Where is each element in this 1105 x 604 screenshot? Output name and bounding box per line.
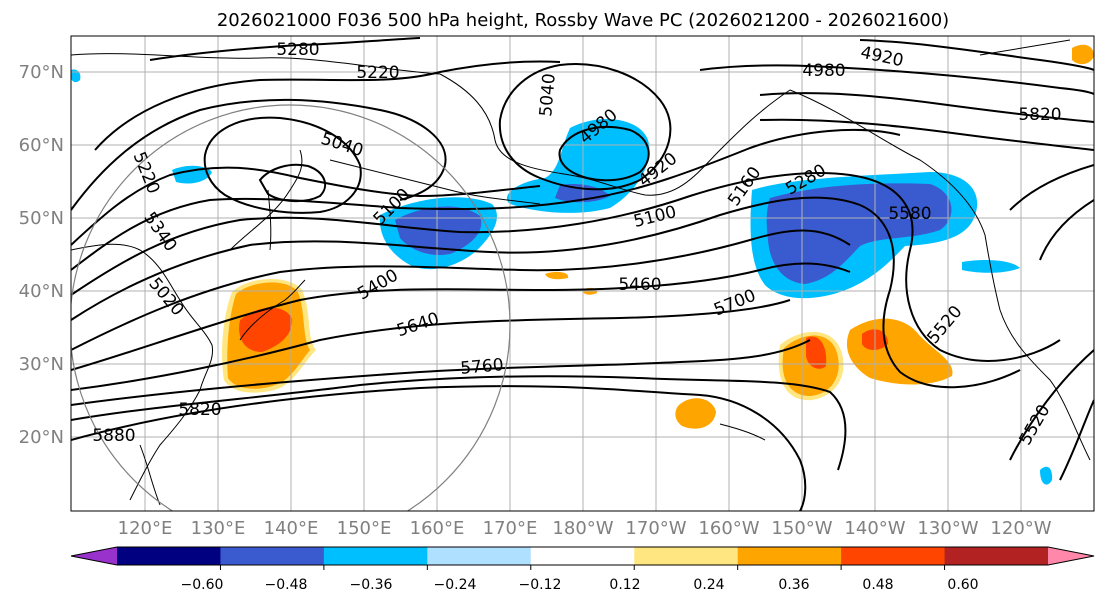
colorbar-tick-label: 0.48 [862, 577, 893, 593]
colorbar-tick-labels: −0.60 −0.48 −0.36 −0.24 −0.12 0.12 0.24 … [181, 577, 979, 593]
contour-label: 5280 [276, 40, 319, 60]
coast-japan [239, 279, 306, 341]
colorbar-tick-label: 0.60 [947, 577, 978, 593]
map-frame [70, 35, 1095, 512]
coast-hawaii [719, 423, 766, 441]
lon-label: 170°W [625, 518, 686, 539]
colorbar-segment [530, 547, 635, 565]
positive-anomaly-pac-3 [675, 398, 716, 429]
coastlines [71, 39, 1091, 506]
lon-label: 140°W [844, 518, 905, 539]
colorbar-segment [427, 547, 532, 565]
colorbar-outline [70, 546, 1095, 566]
map-area: 5280 5220 5040 4980 4920 4980 5040 4920 … [71, 36, 1094, 511]
negative-anomaly-east-core [766, 183, 952, 284]
lat-label: 50°N [19, 208, 64, 229]
coast-philippines [139, 444, 161, 506]
colorbar-segments [71, 547, 1094, 565]
contour-label: 5220 [356, 63, 399, 83]
coast-arctic [71, 53, 441, 75]
negative-anomaly-small-3 [1040, 466, 1053, 485]
negative-anomaly-gulf [506, 118, 650, 213]
lon-label: 140°E [264, 518, 319, 539]
lon-label: 170°E [483, 518, 538, 539]
positive-anomaly-dot-1 [545, 271, 569, 280]
height-contours [71, 37, 1094, 511]
contour-label: 5760 [460, 355, 505, 379]
colorbar-extend-low [71, 547, 117, 565]
latitude-labels: 20°N 30°N 40°N 50°N 60°N 70°N [19, 62, 64, 448]
positive-anomaly-arctic [1072, 44, 1094, 65]
colorbar-tick-label: −0.12 [519, 577, 562, 593]
contour-label: 5820 [178, 400, 221, 420]
colorbar-ticks [219, 565, 946, 570]
contour-label: 5460 [618, 275, 661, 295]
positive-anomaly-pac-1-core [806, 336, 827, 369]
coast-asia [71, 243, 214, 501]
lat-label: 60°N [19, 135, 64, 156]
lon-label: 150°W [771, 518, 832, 539]
colorbar-tick-label: 0.36 [778, 577, 809, 593]
contour-label: 4980 [802, 61, 845, 81]
colorbar: −0.60 −0.48 −0.36 −0.24 −0.12 0.12 0.24 … [70, 546, 1095, 593]
highlight-circle [71, 104, 511, 511]
lon-label: 120°W [990, 518, 1051, 539]
colorbar-segment [117, 547, 221, 565]
colorbar-tick-label: −0.60 [181, 577, 224, 593]
colorbar-segment [323, 547, 428, 565]
contour-label: 5040 [536, 73, 560, 118]
lat-label: 20°N [19, 427, 64, 448]
colorbar-segment [737, 547, 842, 565]
colorbar-tick-label: −0.24 [434, 577, 477, 593]
coast-aleutians [329, 159, 541, 205]
colorbar-tick-label: −0.48 [265, 577, 308, 593]
lat-label: 30°N [19, 354, 64, 375]
contour-label: 5580 [888, 204, 931, 224]
colorbar-segment [634, 547, 739, 565]
contour-label: 5880 [92, 426, 135, 446]
colorbar-segment [944, 547, 1049, 565]
lon-label: 130°W [917, 518, 978, 539]
coast-alaska [439, 73, 791, 196]
figure-title: 2026021000 F036 500 hPa height, Rossby W… [217, 10, 949, 31]
coast-kamchatka [229, 149, 303, 251]
coast-north-america [789, 89, 1091, 461]
lon-label: 160°W [698, 518, 759, 539]
colorbar-segment [220, 547, 325, 565]
lat-label: 40°N [19, 281, 64, 302]
lat-label: 70°N [19, 62, 64, 83]
negative-anomaly-small-4 [71, 69, 81, 83]
colorbar-tick-label: −0.36 [350, 577, 393, 593]
lon-label: 180°W [552, 518, 613, 539]
colorbar-tick-label: 0.24 [693, 577, 724, 593]
colorbar-segment [841, 547, 946, 565]
negative-anomaly-small-1 [172, 165, 212, 184]
graticule [71, 36, 1094, 511]
colorbar-extend-high [1048, 547, 1094, 565]
positive-anomaly-japan-core [239, 307, 293, 352]
lon-label: 160°E [410, 518, 465, 539]
contour-label: 5820 [1018, 105, 1061, 125]
longitude-labels: 120°E 130°E 140°E 150°E 160°E 170°E 180°… [118, 518, 1052, 539]
lon-label: 120°E [118, 518, 173, 539]
lon-label: 130°E [191, 518, 246, 539]
colorbar-tick-label: 0.12 [609, 577, 640, 593]
lon-label: 150°E [337, 518, 392, 539]
